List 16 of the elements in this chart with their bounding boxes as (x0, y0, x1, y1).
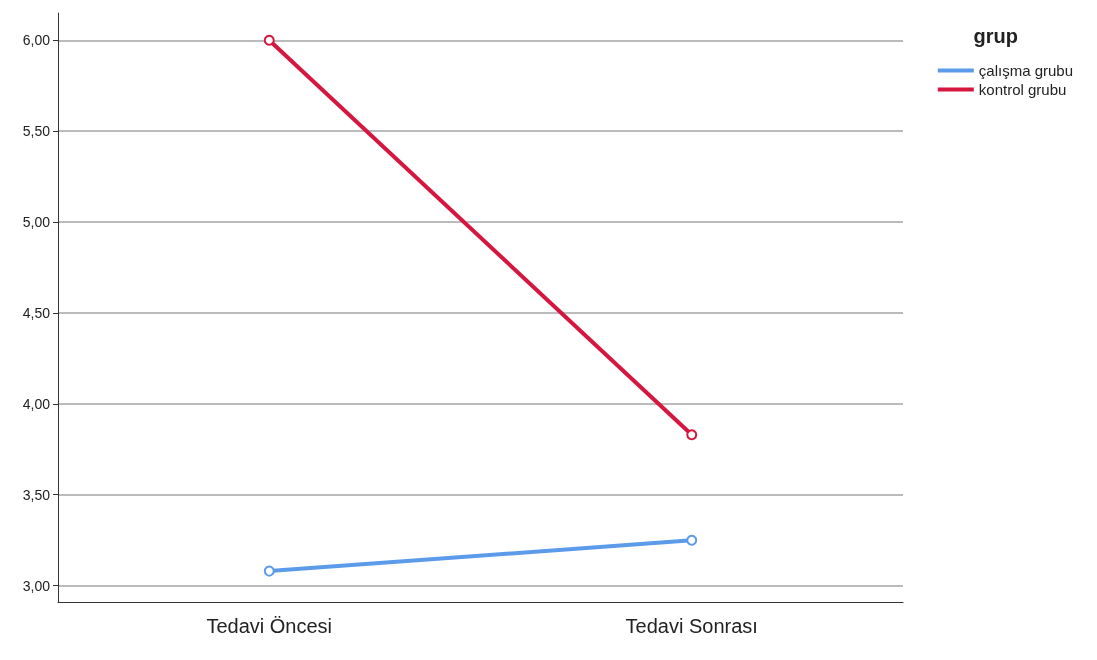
legend-label: çalışma grubu (978, 62, 1074, 79)
y-tick-label: 4,00 (22, 395, 51, 412)
point (263, 565, 275, 577)
point (686, 429, 698, 441)
x-tick-label: Tedavi Öncesi (206, 615, 333, 637)
y-tick-label: 5,00 (22, 214, 51, 231)
legend-title: grup (973, 25, 1018, 47)
point (263, 34, 275, 46)
point (686, 534, 698, 546)
y-tick-label: 3,50 (22, 486, 51, 503)
y-tick-label: 3,00 (22, 577, 51, 594)
legend-label: kontrol grubu (978, 81, 1067, 98)
y-tick-label: 4,50 (22, 304, 51, 321)
x-tick-label: Tedavi Sonrası (625, 615, 758, 637)
y-tick-label: 6,00 (22, 32, 51, 49)
y-tick-label: 5,50 (22, 123, 51, 140)
